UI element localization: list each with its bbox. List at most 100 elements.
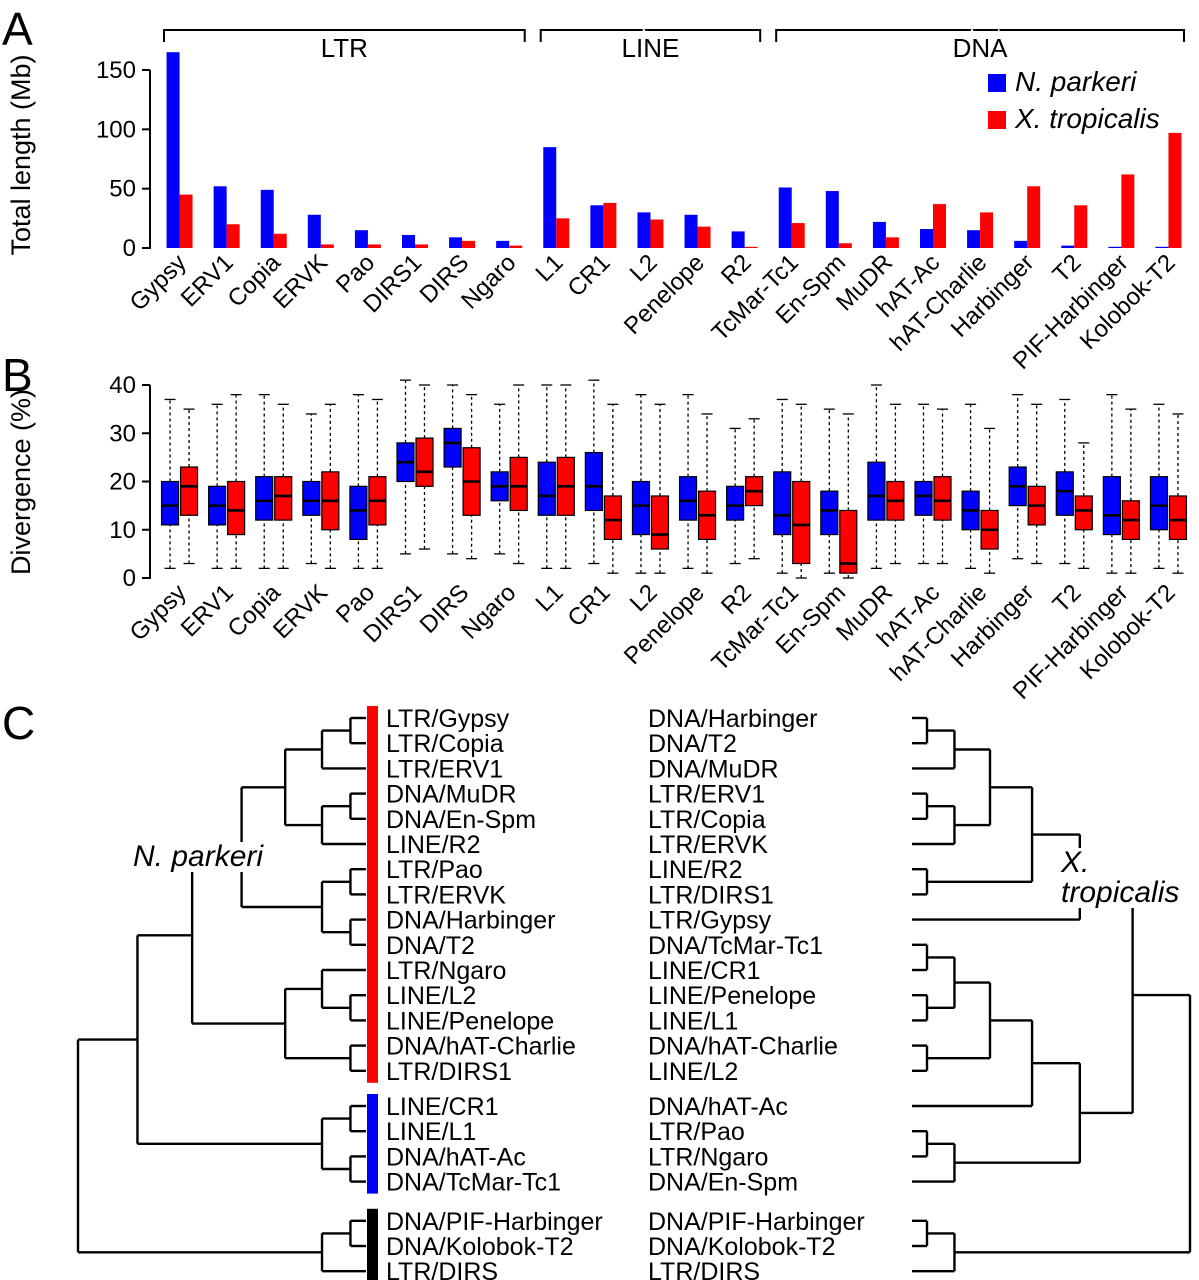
legend-swatch <box>988 74 1006 92</box>
right-leaf-label: LTR/Ngaro <box>648 1143 768 1171</box>
group-bracket-label: LINE <box>622 33 680 63</box>
left-leaf-label: LINE/L1 <box>386 1118 476 1146</box>
left-leaf-label: DNA/Harbinger <box>386 907 556 935</box>
box-whisker <box>490 403 509 555</box>
group-bracket-label: LTR <box>321 33 368 63</box>
box-whisker <box>509 384 528 565</box>
left-leaf-label: DNA/MuDR <box>386 781 517 809</box>
category-label: Ngaro <box>456 249 521 314</box>
right-leaf-label: LTR/DIRS1 <box>648 881 774 909</box>
bar <box>1155 246 1169 248</box>
box-whisker <box>820 408 839 574</box>
bar <box>1061 245 1075 248</box>
right-dendrogram-title: X. tropicalis <box>1058 848 1199 908</box>
left-leaf-label: LINE/Penelope <box>386 1007 554 1035</box>
right-leaf-label: LINE/Penelope <box>648 982 816 1010</box>
panel-c-letter: C <box>2 697 36 749</box>
y-tick-label: 0 <box>123 565 136 592</box>
bar <box>872 221 886 248</box>
bar <box>791 223 805 248</box>
y-tick-label: 50 <box>109 176 136 203</box>
panel-c-dendrograms: LTR/GypsyLTR/CopiaLTR/ERV1DNA/MuDRDNA/En… <box>76 705 1192 1280</box>
bar <box>590 205 604 248</box>
left-leaf-label: LTR/Pao <box>386 856 483 884</box>
right-leaf-label: DNA/TcMar-Tc1 <box>648 932 823 960</box>
panel-a-y-axis-title: Total length (Mb) <box>6 54 36 255</box>
left-leaf-label: DNA/T2 <box>386 932 475 960</box>
right-leaf-label: DNA/Kolobok-T2 <box>648 1233 836 1261</box>
box-whisker <box>773 398 792 574</box>
category-label: L1 <box>531 579 569 617</box>
bar <box>603 202 617 248</box>
box-whisker <box>321 403 340 569</box>
box-whisker <box>1121 408 1140 574</box>
box-whisker <box>1027 403 1046 565</box>
category-label: CR1 <box>563 579 616 632</box>
left-leaf-label: LTR/ERV1 <box>386 755 503 783</box>
legend-label: N. parkeri <box>1015 66 1137 97</box>
left-leaf-label: LTR/Copia <box>386 730 504 758</box>
bar <box>920 229 933 248</box>
bar <box>179 194 193 248</box>
right-leaf-label: DNA/hAT-Charlie <box>648 1033 838 1061</box>
panel-b-letter: B <box>2 349 33 401</box>
right-leaf-label: DNA/hAT-Ac <box>648 1093 788 1121</box>
left-leaf-label: LINE/L2 <box>386 982 476 1010</box>
bar <box>650 219 664 248</box>
right-leaf-label: LTR/Gypsy <box>648 907 772 935</box>
left-leaf-label: LTR/DIRS1 <box>386 1058 512 1086</box>
right-leaf-label: DNA/Harbinger <box>648 705 818 733</box>
box-whisker <box>584 379 603 565</box>
box-whisker <box>980 427 999 574</box>
y-tick-label: 10 <box>109 517 136 544</box>
left-leaf-label: LINE/R2 <box>386 831 480 859</box>
box-whisker <box>933 408 952 565</box>
right-leaf-label: DNA/En-Spm <box>648 1169 798 1197</box>
bar <box>367 244 381 248</box>
bar <box>1168 132 1182 248</box>
group-color-bar <box>367 1208 378 1280</box>
category-label: L1 <box>531 249 569 287</box>
box-whisker <box>697 413 717 574</box>
box-whisker <box>368 398 387 569</box>
left-leaf-label: DNA/PIF-Harbinger <box>386 1208 603 1236</box>
left-leaf-label: DNA/En-Spm <box>386 806 536 834</box>
bar <box>213 186 227 248</box>
y-tick-label: 30 <box>109 420 136 447</box>
group-bracket <box>775 29 1185 42</box>
bar <box>402 234 415 248</box>
box-whisker <box>443 384 462 555</box>
box-whisker <box>867 384 886 569</box>
bar <box>273 233 287 248</box>
category-label: L2 <box>625 579 663 617</box>
box-whisker <box>839 413 858 579</box>
y-tick-label: 20 <box>109 469 136 496</box>
left-dendrogram-title: N. parkeri <box>130 842 267 872</box>
y-tick-label: 40 <box>109 372 136 399</box>
right-leaf-label: LTR/Pao <box>648 1118 745 1146</box>
left-leaf-label: LTR/Ngaro <box>386 957 506 985</box>
right-leaf-label: LINE/R2 <box>648 856 742 884</box>
box-whisker <box>1055 398 1074 565</box>
bar <box>684 214 698 248</box>
box-whisker <box>415 384 434 550</box>
box-whisker <box>1168 413 1188 574</box>
legend-label: X. tropicalis <box>1014 103 1160 134</box>
right-leaf-label: LINE/L1 <box>648 1007 738 1035</box>
bar <box>307 214 321 248</box>
right-leaf-label: LINE/CR1 <box>648 957 761 985</box>
box-whisker <box>1008 393 1027 560</box>
panel-a-letter: A <box>2 3 33 55</box>
right-leaf-label: LTR/ERVK <box>648 831 768 859</box>
y-tick-label: 0 <box>123 235 136 262</box>
bar <box>778 187 792 248</box>
category-label: CR1 <box>563 249 616 302</box>
bar <box>166 52 180 249</box>
legend-swatch <box>988 111 1006 129</box>
bar <box>825 191 839 248</box>
bar <box>1027 186 1041 248</box>
left-leaf-label: LINE/CR1 <box>386 1093 499 1121</box>
bar <box>1108 246 1122 248</box>
left-leaf-label: LTR/DIRS <box>386 1258 498 1280</box>
